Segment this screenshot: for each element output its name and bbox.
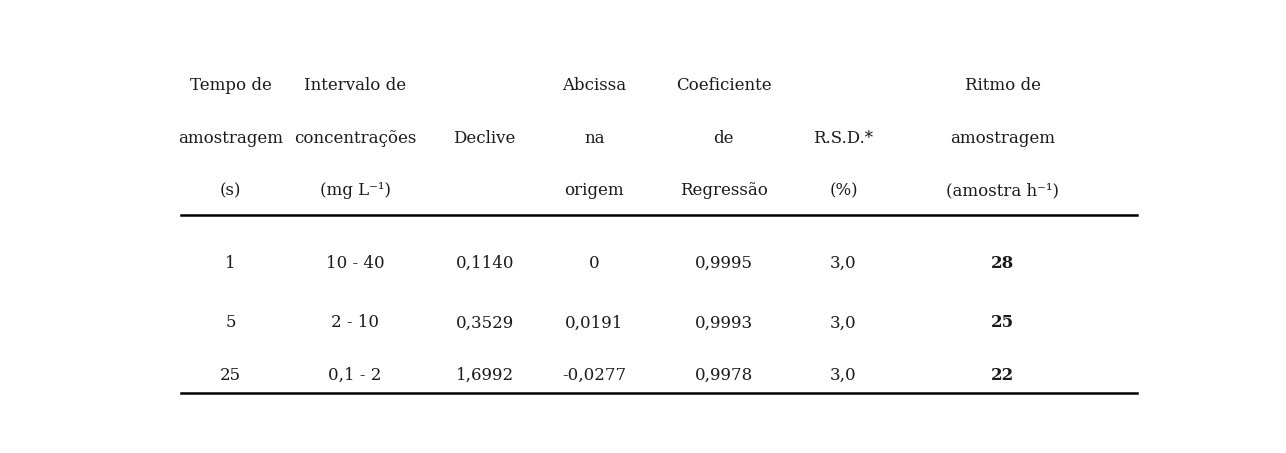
Text: Abcissa: Abcissa [562,77,626,94]
Text: 28: 28 [992,255,1015,272]
Text: 0,0191: 0,0191 [565,314,624,332]
Text: de: de [714,130,734,147]
Text: 0: 0 [589,255,599,272]
Text: Tempo de: Tempo de [189,77,271,94]
Text: 22: 22 [992,367,1015,384]
Text: amostragem: amostragem [950,130,1056,147]
Text: (%): (%) [829,182,858,199]
Text: 0,1 - 2: 0,1 - 2 [328,367,382,384]
Text: 0,9995: 0,9995 [694,255,752,272]
Text: (amostra h⁻¹): (amostra h⁻¹) [946,182,1060,199]
Text: Declive: Declive [454,130,516,147]
Text: Ritmo de: Ritmo de [964,77,1040,94]
Text: Regressão: Regressão [680,182,768,199]
Text: -0,0277: -0,0277 [562,367,626,384]
Text: (s): (s) [220,182,242,199]
Text: 25: 25 [220,367,240,384]
Text: 0,1140: 0,1140 [455,255,514,272]
Text: amostragem: amostragem [177,130,283,147]
Text: (mg L⁻¹): (mg L⁻¹) [320,182,391,199]
Text: concentrações: concentrações [294,130,417,147]
Text: 3,0: 3,0 [831,314,856,332]
Text: 3,0: 3,0 [831,255,856,272]
Text: 25: 25 [992,314,1015,332]
Text: origem: origem [565,182,624,199]
Text: 5: 5 [225,314,235,332]
Text: na: na [584,130,604,147]
Text: 3,0: 3,0 [831,367,856,384]
Text: 1,6992: 1,6992 [455,367,513,384]
Text: Intervalo de: Intervalo de [303,77,406,94]
Text: 0,9978: 0,9978 [694,367,754,384]
Text: 0,3529: 0,3529 [455,314,514,332]
Text: R.S.D.*: R.S.D.* [814,130,873,147]
Text: 1: 1 [225,255,235,272]
Text: 0,9993: 0,9993 [694,314,752,332]
Text: 2 - 10: 2 - 10 [331,314,379,332]
Text: Coeficiente: Coeficiente [676,77,772,94]
Text: 10 - 40: 10 - 40 [325,255,385,272]
